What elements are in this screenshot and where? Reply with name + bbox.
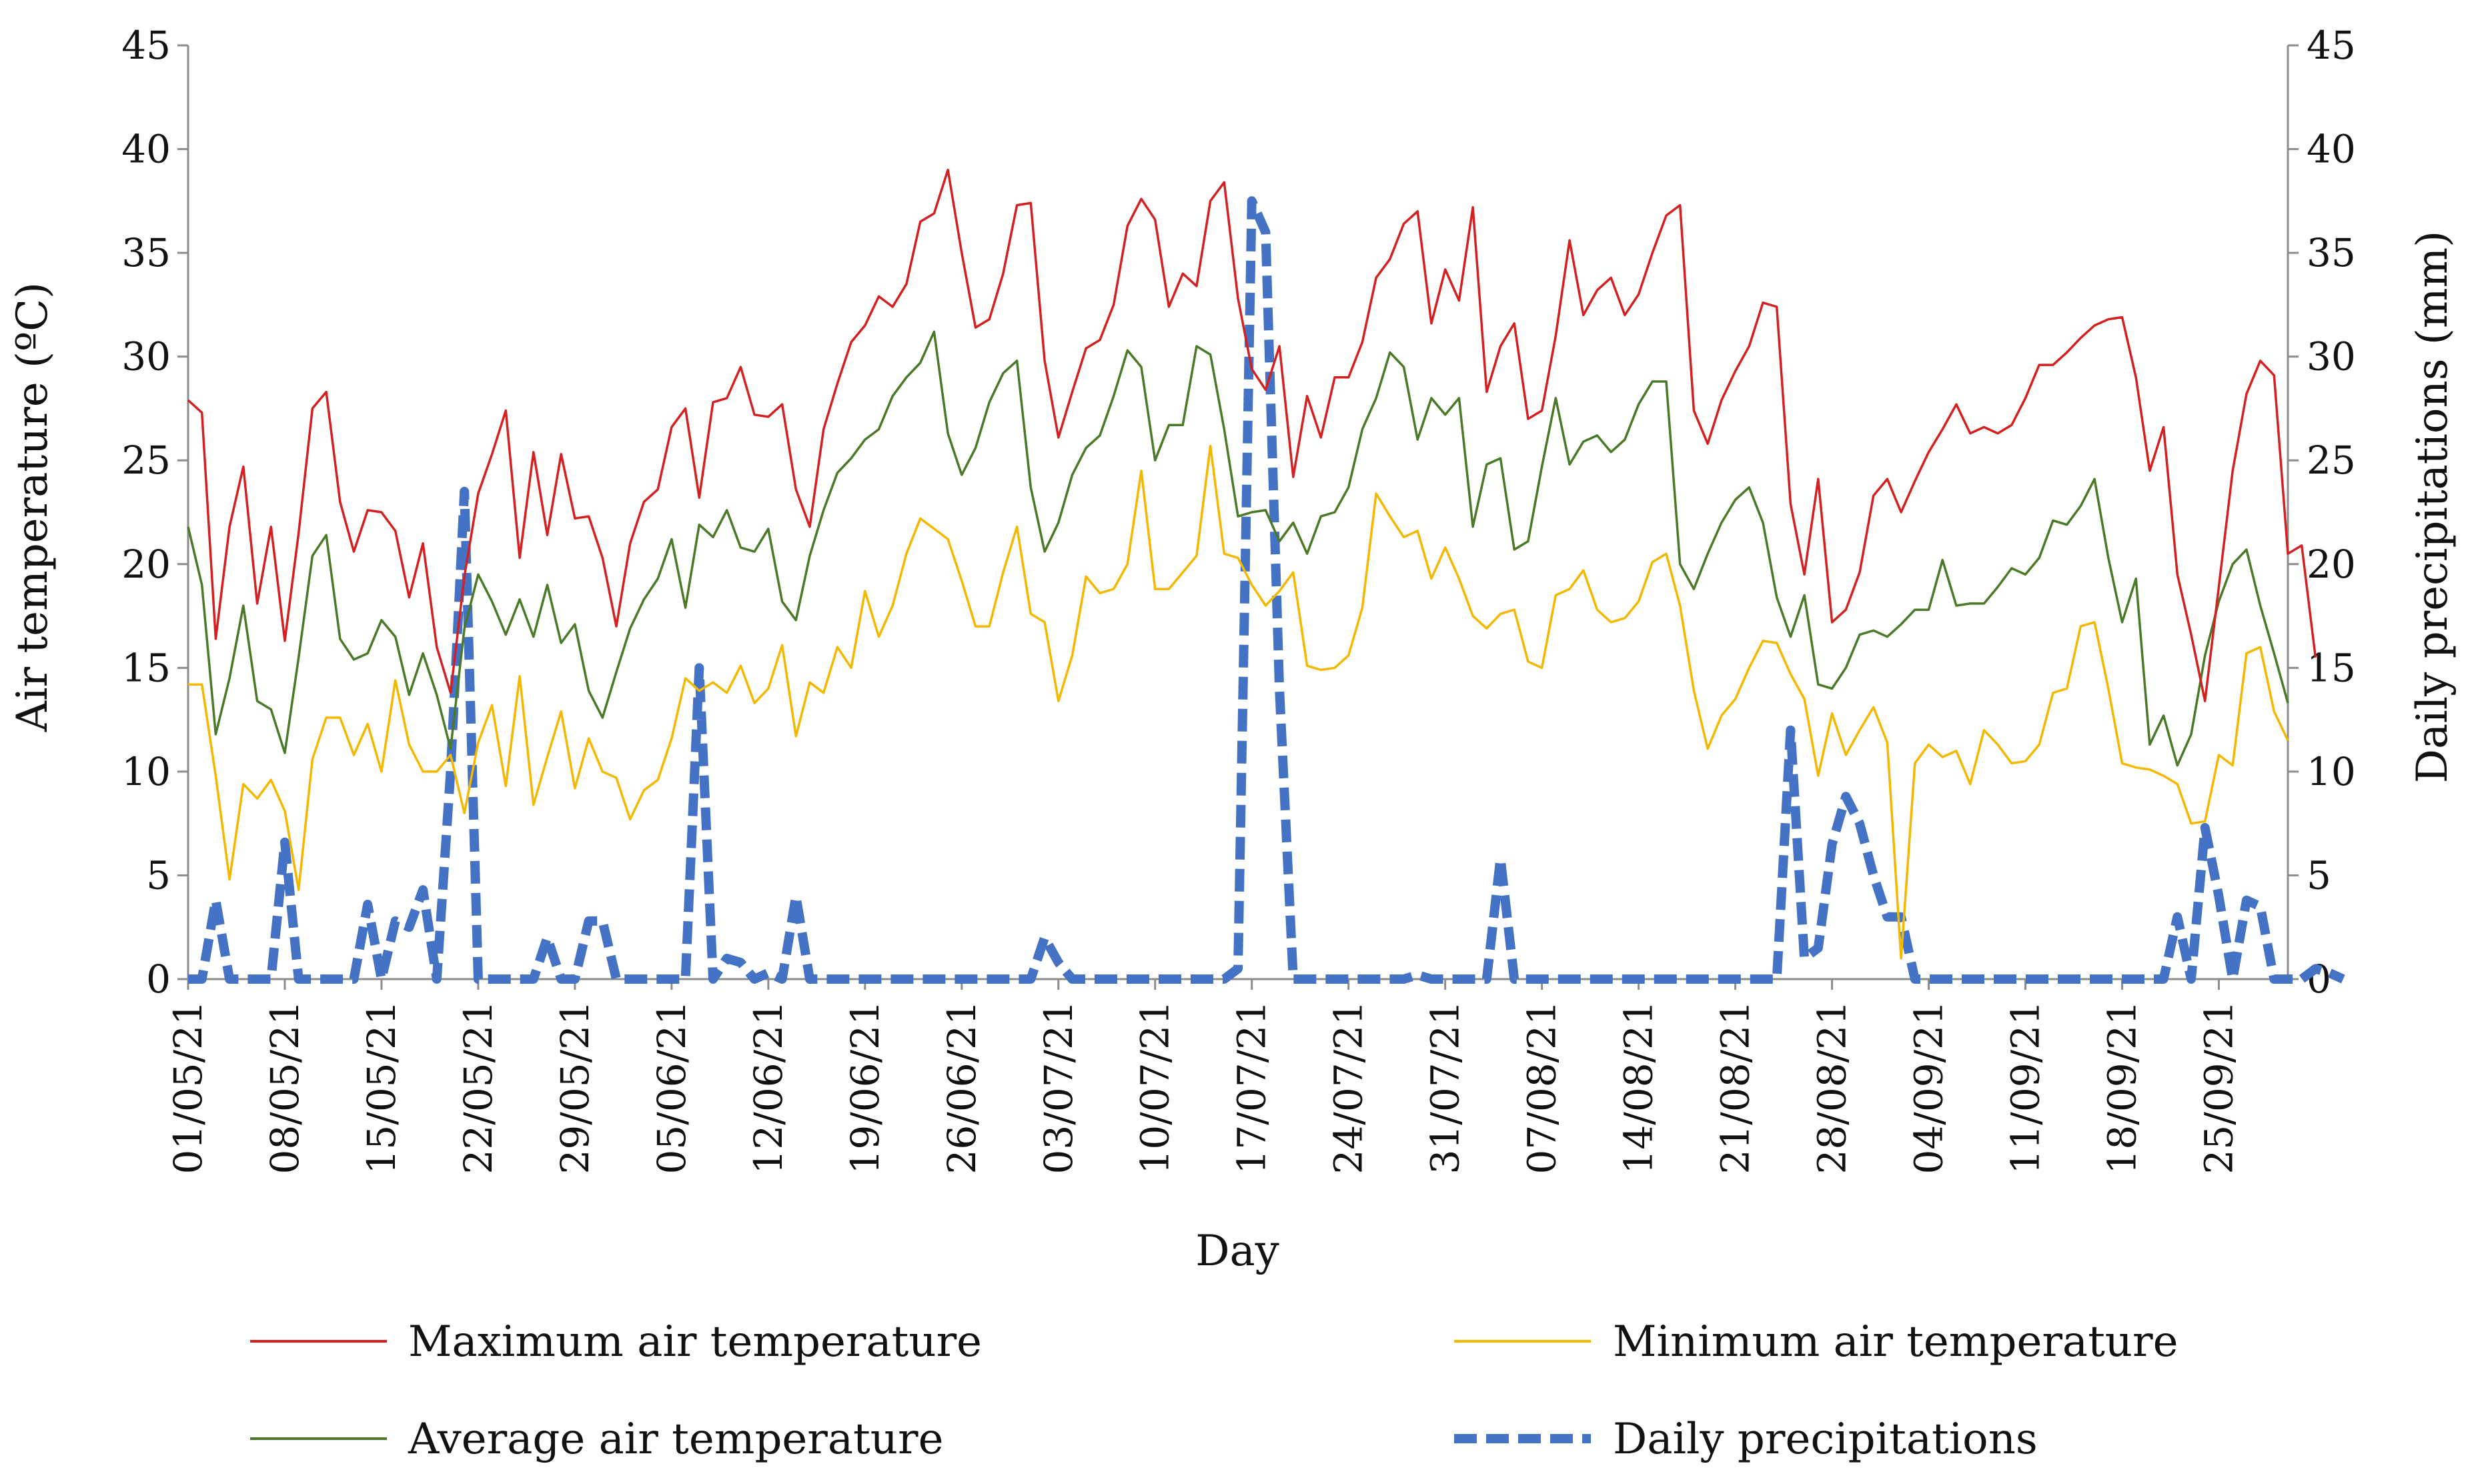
x-tick-label: 05/06/21 (649, 1000, 694, 1175)
y-tick-label-right: 0 (2307, 956, 2331, 1002)
x-tick-label: 07/08/21 (1519, 1000, 1565, 1175)
x-tick-label: 04/09/21 (1906, 1000, 1952, 1175)
y-tick-label-right: 30 (2307, 334, 2356, 380)
y-tick-label-left: 30 (121, 334, 171, 380)
x-tick-label: 25/09/21 (2196, 1000, 2241, 1175)
legend-item-max-temp: Maximum air temperature (250, 1317, 982, 1367)
y-tick-label-right: 25 (2307, 438, 2356, 483)
y-tick-label-right: 5 (2307, 852, 2331, 898)
y-tick-label-right: 10 (2307, 749, 2356, 794)
series-line-precip (188, 196, 2345, 984)
x-tick-label: 18/09/21 (2099, 1000, 2144, 1175)
legend-label-avg-temp: Average air temperature (408, 1415, 943, 1464)
x-tick-label: 21/08/21 (1713, 1000, 1758, 1175)
series-line-avg-temp (187, 330, 2289, 767)
y-tick-label-left: 40 (121, 127, 171, 172)
legend-label-precip: Daily precipitations (1613, 1415, 2038, 1464)
x-tick-label: 11/09/21 (2003, 1000, 2048, 1175)
y-axis-title-right: Daily precipitations (mm) (2408, 231, 2457, 783)
y-tick-label-left: 20 (121, 542, 171, 587)
y-tick-label-left: 35 (121, 230, 171, 275)
x-tick-label: 31/07/21 (1423, 1000, 1468, 1175)
y-tick-label-right: 20 (2307, 542, 2356, 587)
series-line-max-temp (187, 168, 2317, 702)
x-tick-label: 12/06/21 (746, 1000, 791, 1175)
x-tick-labels: 01/05/21 08/05/21 15/05/21 22/05/21 29/05/21… (165, 1000, 2241, 1175)
legend: Maximum air temperature Minimum air temp… (250, 1317, 2178, 1464)
x-tick-label: 22/05/21 (456, 1000, 501, 1175)
x-tick-label: 03/07/21 (1036, 1000, 1081, 1175)
x-tick-label: 17/07/21 (1229, 1000, 1275, 1175)
y-tick-label-left: 15 (121, 645, 171, 690)
x-tick-label: 24/07/21 (1326, 1000, 1371, 1175)
y-tick-label-left: 45 (121, 23, 171, 68)
y-tick-label-left: 10 (121, 749, 171, 794)
y-tick-label-left: 0 (146, 956, 171, 1002)
legend-label-min-temp: Minimum air temperature (1613, 1317, 2178, 1367)
y-tick-label-right: 45 (2307, 23, 2356, 68)
y-tick-label-left: 5 (146, 852, 171, 898)
x-tick-label: 19/06/21 (842, 1000, 888, 1175)
legend-label-max-temp: Maximum air temperature (408, 1317, 982, 1367)
y-tick-label-right: 35 (2307, 230, 2356, 275)
legend-item-min-temp: Minimum air temperature (1454, 1317, 2178, 1367)
legend-item-avg-temp: Average air temperature (250, 1415, 943, 1464)
x-tick-label: 28/08/21 (1810, 1000, 1855, 1175)
y-axis-title-left: Air temperature (ºC) (8, 282, 57, 732)
x-tick-label: 14/08/21 (1616, 1000, 1662, 1175)
x-tick-label: 08/05/21 (262, 1000, 307, 1175)
series-lines (187, 168, 2345, 984)
x-tick-label: 26/06/21 (939, 1000, 985, 1175)
x-tick-label: 01/05/21 (165, 1000, 211, 1175)
x-axis-title: Day (1195, 1227, 1279, 1276)
x-tick-label: 15/05/21 (359, 1000, 404, 1175)
x-tick-label: 29/05/21 (552, 1000, 598, 1175)
legend-item-precip: Daily precipitations (1454, 1415, 2038, 1464)
y-tick-label-right: 40 (2307, 127, 2356, 172)
y-tick-label-left: 25 (121, 438, 171, 483)
series-line-min-temp (188, 444, 2289, 960)
x-tick-label: 10/07/21 (1133, 1000, 1178, 1175)
